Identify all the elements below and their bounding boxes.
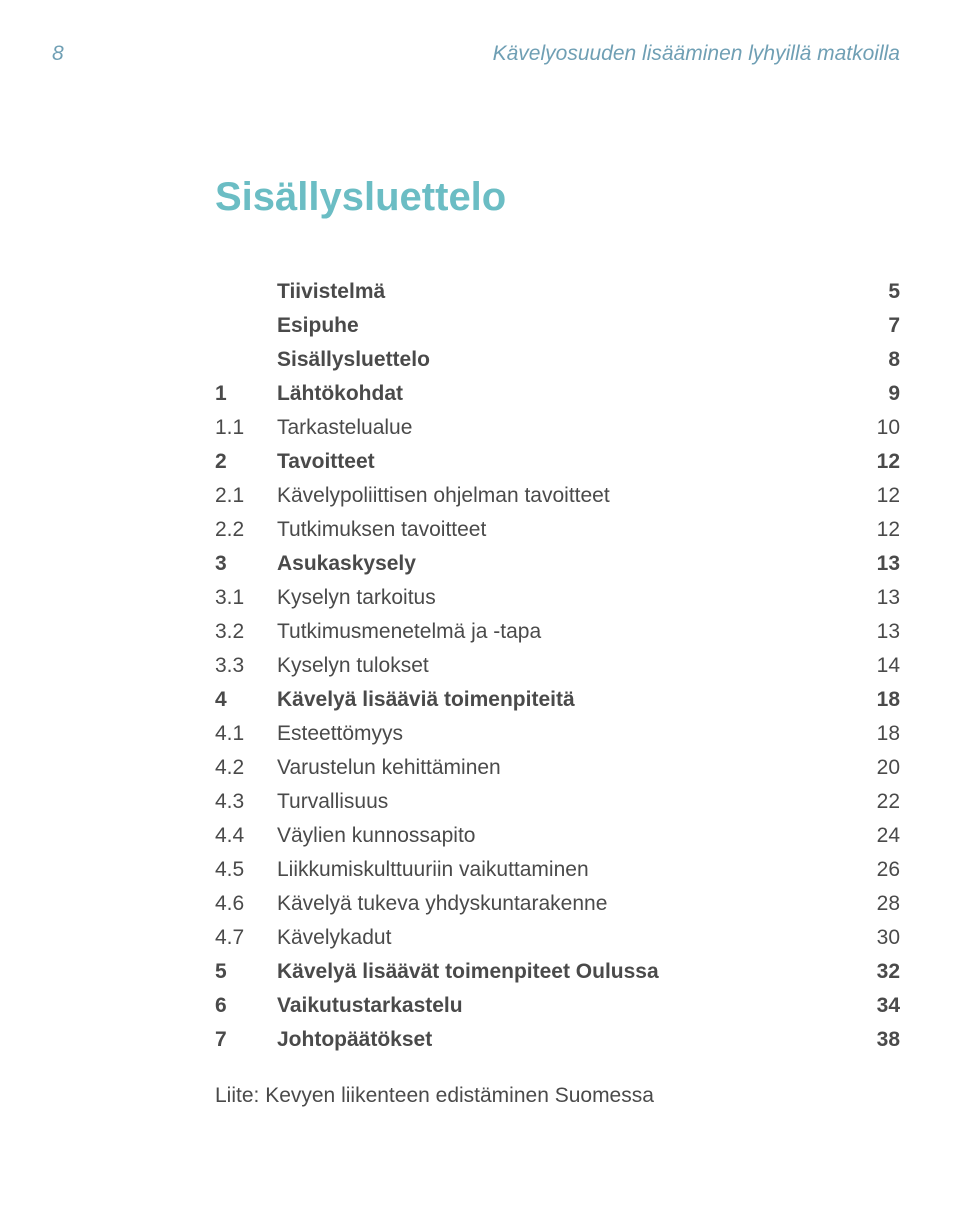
toc-entry-number: 4 bbox=[215, 688, 277, 712]
toc-row: 3.1Kyselyn tarkoitus13 bbox=[215, 586, 900, 610]
appendix-line: Liite: Kevyen liikenteen edistäminen Suo… bbox=[215, 1084, 900, 1108]
content-area: Sisällysluettelo Tiivistelmä5Esipuhe7Sis… bbox=[215, 175, 900, 1108]
toc-row: 1.1Tarkastelualue10 bbox=[215, 416, 900, 440]
running-header: Kävelyosuuden lisääminen lyhyillä matkoi… bbox=[493, 42, 900, 66]
toc-entry-page: 12 bbox=[860, 450, 900, 474]
toc-entry-label: Kyselyn tarkoitus bbox=[277, 586, 860, 610]
toc-entry-label: Tarkastelualue bbox=[277, 416, 860, 440]
toc-entry-page: 28 bbox=[860, 892, 900, 916]
toc-entry-page: 22 bbox=[860, 790, 900, 814]
toc-entry-page: 24 bbox=[860, 824, 900, 848]
toc-entry-page: 32 bbox=[860, 960, 900, 984]
toc-entry-number: 3.2 bbox=[215, 620, 277, 644]
toc-entry-page: 5 bbox=[860, 280, 900, 304]
toc-entry-label: Tavoitteet bbox=[277, 450, 860, 474]
toc-row: 4.3Turvallisuus22 bbox=[215, 790, 900, 814]
toc-row: 2Tavoitteet12 bbox=[215, 450, 900, 474]
toc-row: 4.5Liikkumiskulttuuriin vaikuttaminen26 bbox=[215, 858, 900, 882]
toc-row: 4.7Kävelykadut30 bbox=[215, 926, 900, 950]
toc-entry-number: 7 bbox=[215, 1028, 277, 1052]
page-title: Sisällysluettelo bbox=[215, 175, 900, 220]
toc-entry-label: Asukaskysely bbox=[277, 552, 860, 576]
toc-entry-page: 14 bbox=[860, 654, 900, 678]
toc-row: 2.2Tutkimuksen tavoitteet12 bbox=[215, 518, 900, 542]
toc-entry-page: 30 bbox=[860, 926, 900, 950]
toc-entry-label: Kävelyä lisääviä toimenpiteitä bbox=[277, 688, 860, 712]
toc-entry-label: Väylien kunnossapito bbox=[277, 824, 860, 848]
toc-entry-label: Turvallisuus bbox=[277, 790, 860, 814]
table-of-contents: Tiivistelmä5Esipuhe7Sisällysluettelo81Lä… bbox=[215, 280, 900, 1052]
toc-entry-page: 20 bbox=[860, 756, 900, 780]
toc-entry-label: Varustelun kehittäminen bbox=[277, 756, 860, 780]
toc-entry-page: 13 bbox=[860, 620, 900, 644]
toc-entry-number: 4.4 bbox=[215, 824, 277, 848]
toc-entry-page: 12 bbox=[860, 518, 900, 542]
toc-entry-number: 5 bbox=[215, 960, 277, 984]
toc-entry-label: Kävelyä tukeva yhdyskuntarakenne bbox=[277, 892, 860, 916]
toc-entry-number: 3 bbox=[215, 552, 277, 576]
toc-entry-page: 8 bbox=[860, 348, 900, 372]
toc-entry-number: 6 bbox=[215, 994, 277, 1018]
toc-entry-label: Kävelykadut bbox=[277, 926, 860, 950]
toc-row: 4.4Väylien kunnossapito24 bbox=[215, 824, 900, 848]
toc-entry-label: Tutkimuksen tavoitteet bbox=[277, 518, 860, 542]
toc-row: 4.1Esteettömyys18 bbox=[215, 722, 900, 746]
toc-entry-number: 4.6 bbox=[215, 892, 277, 916]
toc-entry-label: Kyselyn tulokset bbox=[277, 654, 860, 678]
toc-row: 5Kävelyä lisäävät toimenpiteet Oulussa32 bbox=[215, 960, 900, 984]
toc-entry-number: 4.7 bbox=[215, 926, 277, 950]
toc-entry-label: Sisällysluettelo bbox=[277, 348, 860, 372]
toc-entry-number: 2.1 bbox=[215, 484, 277, 508]
toc-entry-page: 26 bbox=[860, 858, 900, 882]
page-number: 8 bbox=[52, 42, 64, 66]
toc-entry-label: Tiivistelmä bbox=[277, 280, 860, 304]
toc-row: 3.3Kyselyn tulokset14 bbox=[215, 654, 900, 678]
toc-entry-page: 13 bbox=[860, 586, 900, 610]
toc-entry-number: 4.2 bbox=[215, 756, 277, 780]
toc-row: 2.1Kävelypoliittisen ohjelman tavoitteet… bbox=[215, 484, 900, 508]
toc-entry-number: 4.3 bbox=[215, 790, 277, 814]
toc-entry-number: 2.2 bbox=[215, 518, 277, 542]
toc-entry-page: 10 bbox=[860, 416, 900, 440]
toc-row: Esipuhe7 bbox=[215, 314, 900, 338]
toc-entry-page: 34 bbox=[860, 994, 900, 1018]
toc-row: 4.6Kävelyä tukeva yhdyskuntarakenne28 bbox=[215, 892, 900, 916]
toc-entry-label: Vaikutustarkastelu bbox=[277, 994, 860, 1018]
toc-entry-label: Esteettömyys bbox=[277, 722, 860, 746]
toc-entry-page: 9 bbox=[860, 382, 900, 406]
toc-row: 4Kävelyä lisääviä toimenpiteitä18 bbox=[215, 688, 900, 712]
toc-entry-number: 4.1 bbox=[215, 722, 277, 746]
toc-entry-page: 12 bbox=[860, 484, 900, 508]
toc-entry-label: Kävelyä lisäävät toimenpiteet Oulussa bbox=[277, 960, 860, 984]
toc-entry-number: 1.1 bbox=[215, 416, 277, 440]
toc-entry-page: 13 bbox=[860, 552, 900, 576]
toc-row: 4.2Varustelun kehittäminen20 bbox=[215, 756, 900, 780]
toc-entry-number: 4.5 bbox=[215, 858, 277, 882]
toc-row: 7Johtopäätökset38 bbox=[215, 1028, 900, 1052]
toc-entry-page: 18 bbox=[860, 688, 900, 712]
toc-entry-label: Lähtökohdat bbox=[277, 382, 860, 406]
toc-entry-label: Kävelypoliittisen ohjelman tavoitteet bbox=[277, 484, 860, 508]
toc-row: 3.2Tutkimusmenetelmä ja -tapa13 bbox=[215, 620, 900, 644]
toc-entry-number: 3.3 bbox=[215, 654, 277, 678]
toc-entry-number: 3.1 bbox=[215, 586, 277, 610]
toc-entry-number: 2 bbox=[215, 450, 277, 474]
toc-entry-page: 18 bbox=[860, 722, 900, 746]
toc-entry-page: 38 bbox=[860, 1028, 900, 1052]
toc-row: 3Asukaskysely13 bbox=[215, 552, 900, 576]
toc-row: Tiivistelmä5 bbox=[215, 280, 900, 304]
toc-entry-page: 7 bbox=[860, 314, 900, 338]
toc-entry-number: 1 bbox=[215, 382, 277, 406]
toc-row: 6Vaikutustarkastelu34 bbox=[215, 994, 900, 1018]
toc-entry-label: Liikkumiskulttuuriin vaikuttaminen bbox=[277, 858, 860, 882]
toc-entry-label: Tutkimusmenetelmä ja -tapa bbox=[277, 620, 860, 644]
toc-entry-label: Esipuhe bbox=[277, 314, 860, 338]
toc-row: Sisällysluettelo8 bbox=[215, 348, 900, 372]
toc-entry-label: Johtopäätökset bbox=[277, 1028, 860, 1052]
toc-row: 1Lähtökohdat9 bbox=[215, 382, 900, 406]
